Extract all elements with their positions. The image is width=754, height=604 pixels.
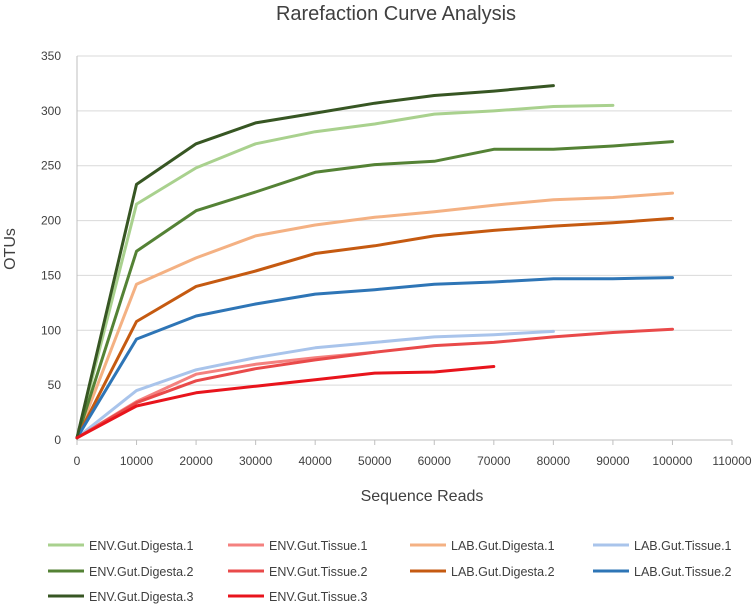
legend-label: ENV.Gut.Tissue.3: [269, 590, 367, 604]
y-tick-label: 150: [41, 268, 61, 282]
series-line-env-gut-digesta-1: [75, 103, 615, 440]
x-tick-label: 40000: [298, 454, 332, 468]
x-tick-label: 90000: [596, 454, 630, 468]
legend-item: ENV.Gut.Tissue.3: [228, 590, 367, 604]
legend-item: LAB.Gut.Digesta.2: [410, 565, 555, 579]
x-tick-label: 30000: [239, 454, 273, 468]
chart-title: Rarefaction Curve Analysis: [276, 3, 516, 25]
y-axis-title: OTUs: [2, 228, 19, 270]
legend-item: ENV.Gut.Tissue.2: [228, 565, 367, 579]
x-tick-label: 110000: [712, 454, 751, 468]
x-tick-label: 80000: [537, 454, 571, 468]
series-lines: [75, 84, 674, 440]
legend-label: ENV.Gut.Digesta.1: [89, 539, 194, 553]
x-tick-label: 0: [74, 454, 81, 468]
series-line-env-gut-tissue-3: [75, 365, 496, 440]
x-axis-title: Sequence Reads: [361, 488, 484, 505]
x-tick-label: 100000: [652, 454, 692, 468]
x-tick-label: 10000: [120, 454, 154, 468]
legend-label: LAB.Gut.Digesta.1: [451, 539, 555, 553]
series-line-lab-gut-digesta-2: [75, 216, 674, 440]
legend-label: LAB.Gut.Tissue.2: [634, 565, 732, 579]
legend-label: ENV.Gut.Digesta.3: [89, 590, 194, 604]
legend-label: ENV.Gut.Tissue.1: [269, 539, 367, 553]
legend-label: LAB.Gut.Digesta.2: [451, 565, 555, 579]
x-tick-label: 70000: [477, 454, 511, 468]
legend-item: ENV.Gut.Digesta.3: [48, 590, 194, 604]
legend-item: ENV.Gut.Digesta.2: [48, 565, 194, 579]
series-line-env-gut-tissue-2: [75, 327, 674, 440]
legend-label: ENV.Gut.Digesta.2: [89, 565, 194, 579]
y-tick-label: 50: [48, 378, 62, 392]
x-tick-label: 60000: [418, 454, 452, 468]
y-tick-label: 300: [41, 104, 61, 118]
series-line-env-gut-digesta-2: [75, 140, 674, 440]
x-tick-label: 50000: [358, 454, 392, 468]
gridlines: [77, 55, 732, 386]
legend-item: LAB.Gut.Digesta.1: [410, 539, 555, 553]
y-tick-label: 0: [54, 433, 61, 447]
y-tick-label: 100: [41, 323, 61, 337]
legend-item: LAB.Gut.Tissue.1: [593, 539, 732, 553]
legend-item: ENV.Gut.Digesta.1: [48, 539, 194, 553]
legend-item: LAB.Gut.Tissue.2: [593, 565, 732, 579]
series-line-lab-gut-tissue-1: [75, 329, 555, 440]
y-tick-label: 200: [41, 214, 61, 228]
legend-label: ENV.Gut.Tissue.2: [269, 565, 367, 579]
series-line-lab-gut-digesta-1: [75, 191, 674, 440]
axes: 0 50 100 150 200 250 300 350 0 10000 20000 30000 400…: [41, 49, 752, 468]
legend-label: LAB.Gut.Tissue.1: [634, 539, 732, 553]
y-tick-label: 350: [41, 49, 61, 63]
series-line-lab-gut-tissue-2: [75, 276, 674, 440]
legend: ENV.Gut.Digesta.1 ENV.Gut.Tissue.1 LAB.Gut…: [48, 539, 732, 604]
legend-item: ENV.Gut.Tissue.1: [228, 539, 367, 553]
y-tick-label: 250: [41, 159, 61, 173]
series-line-env-gut-digesta-3: [75, 84, 555, 440]
x-tick-label: 20000: [179, 454, 213, 468]
